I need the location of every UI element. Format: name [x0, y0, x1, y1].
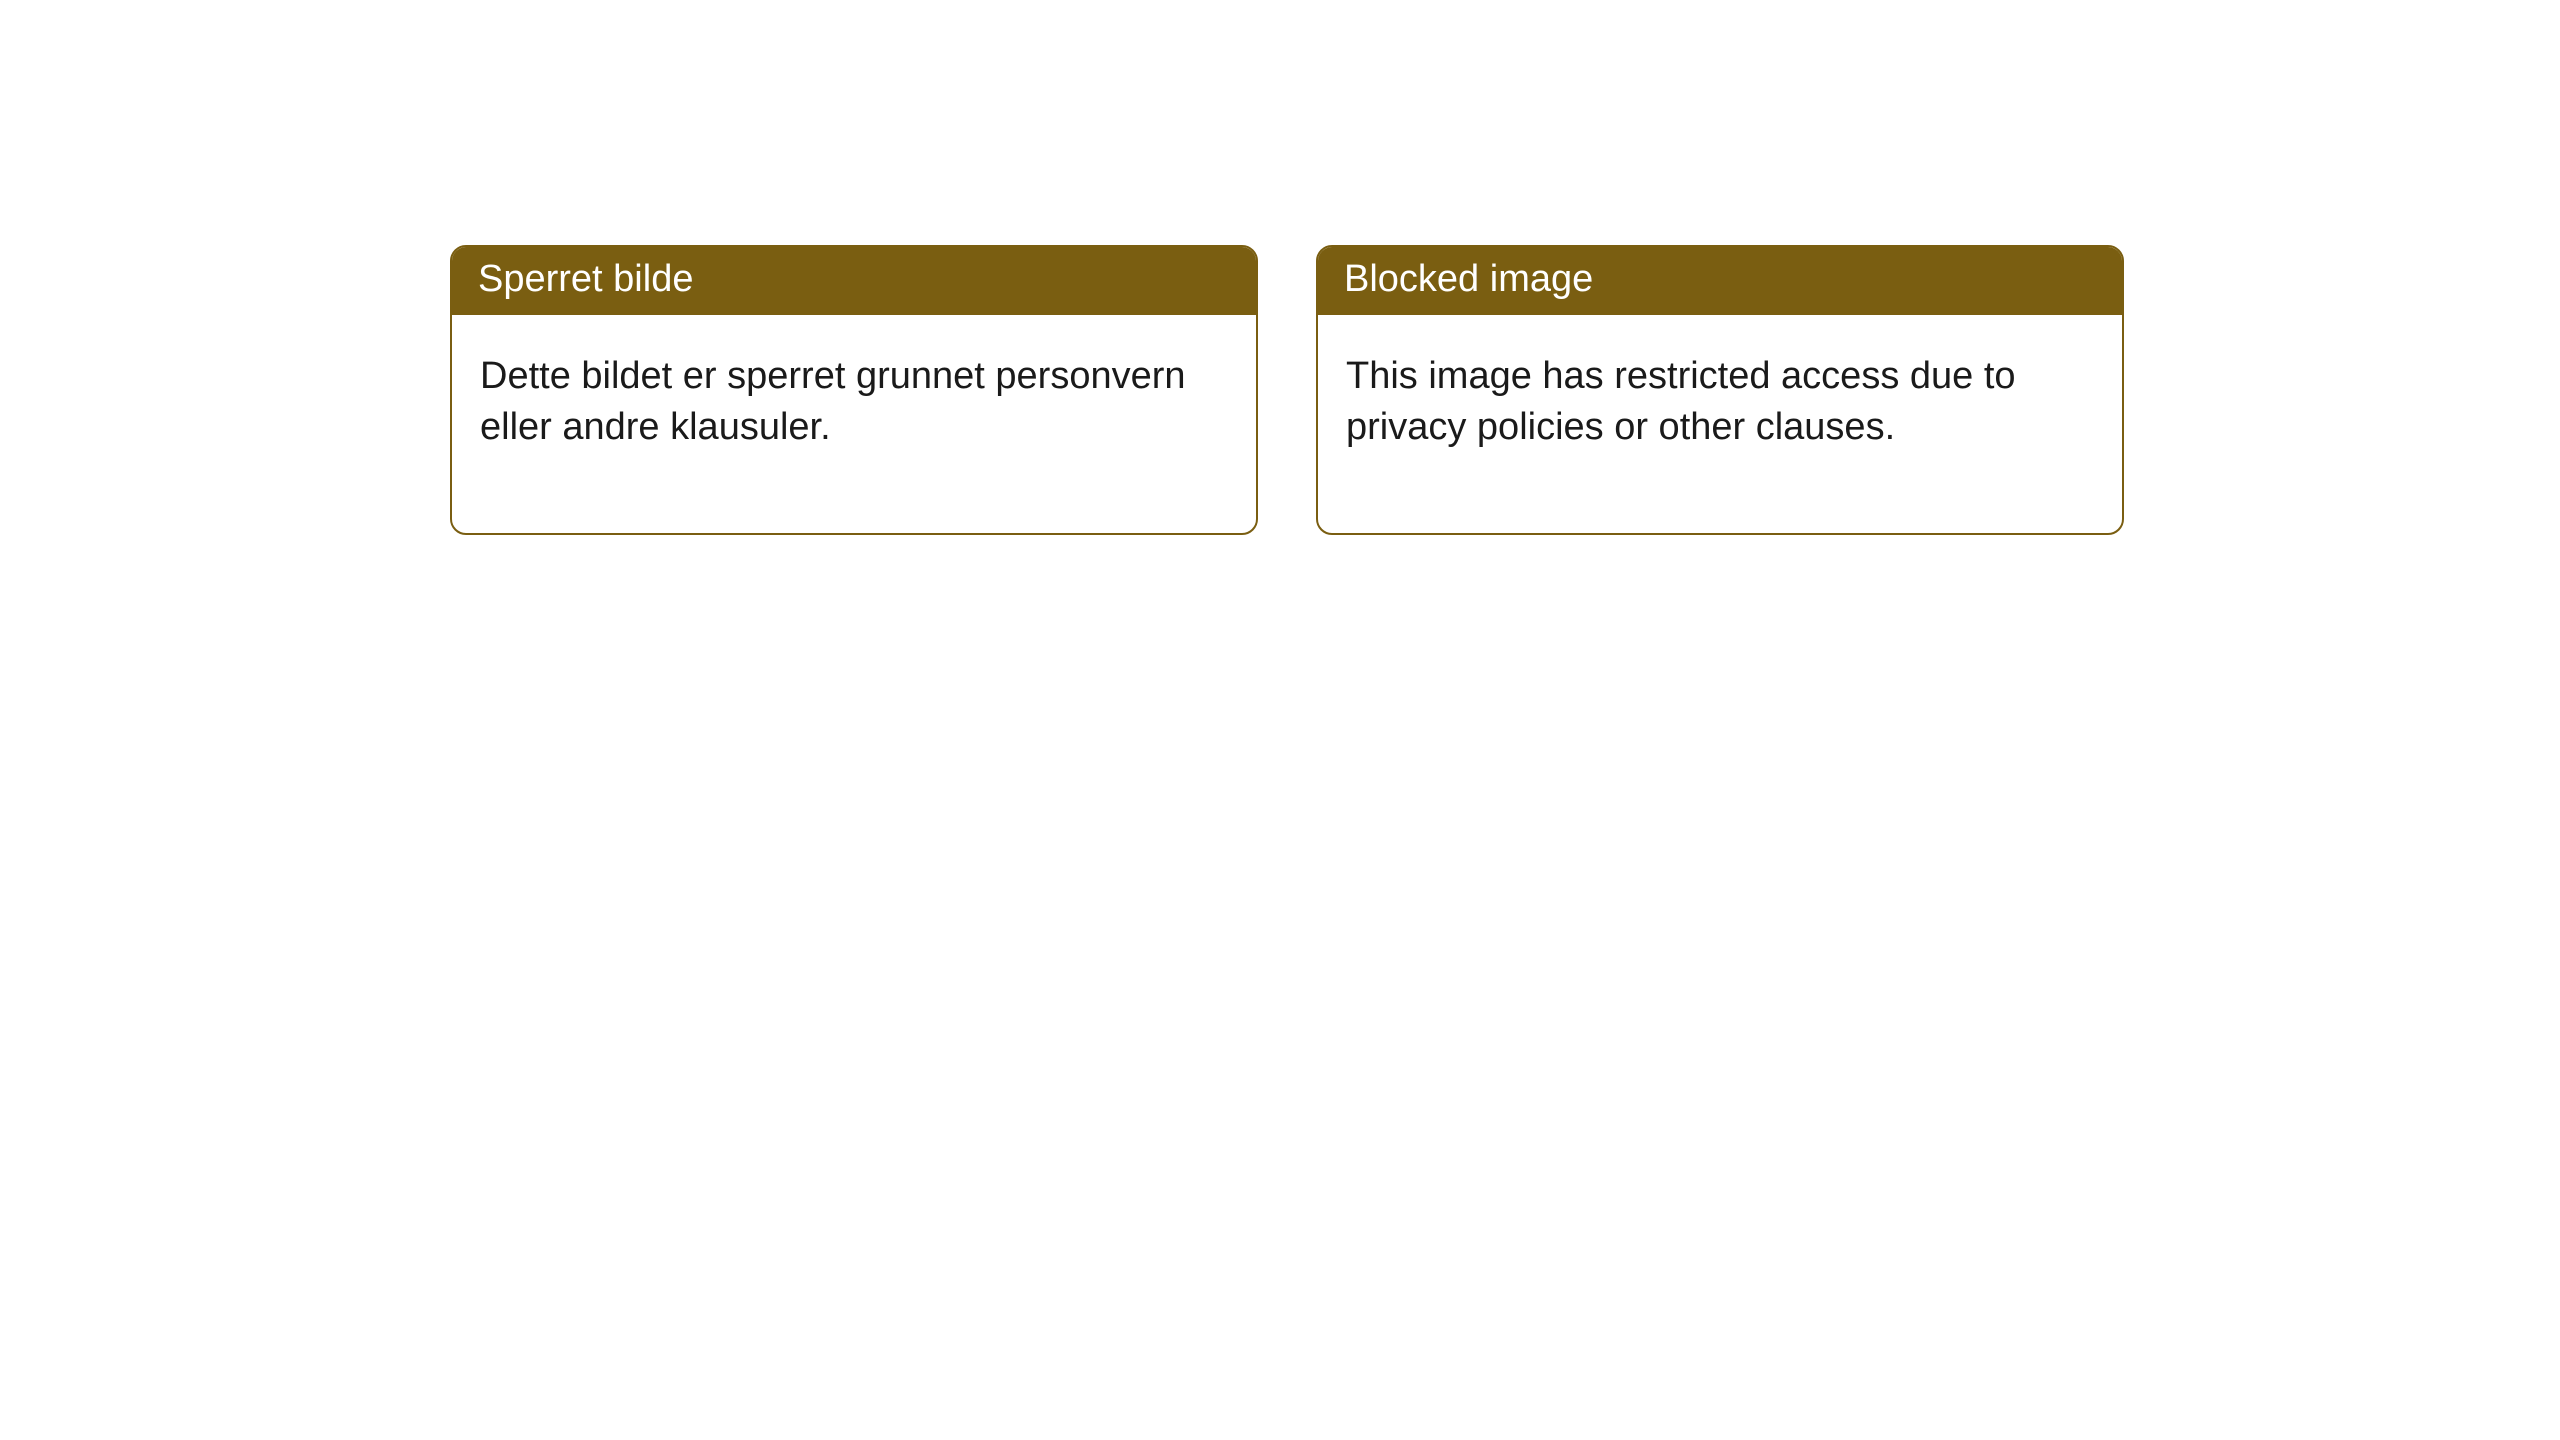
- notice-container: Sperret bilde Dette bildet er sperret gr…: [0, 0, 2560, 535]
- notice-title-en: Blocked image: [1318, 247, 2122, 315]
- notice-body-en: This image has restricted access due to …: [1318, 315, 2122, 534]
- blocked-image-notice-no: Sperret bilde Dette bildet er sperret gr…: [450, 245, 1258, 535]
- notice-title-no: Sperret bilde: [452, 247, 1256, 315]
- notice-body-no: Dette bildet er sperret grunnet personve…: [452, 315, 1256, 534]
- blocked-image-notice-en: Blocked image This image has restricted …: [1316, 245, 2124, 535]
